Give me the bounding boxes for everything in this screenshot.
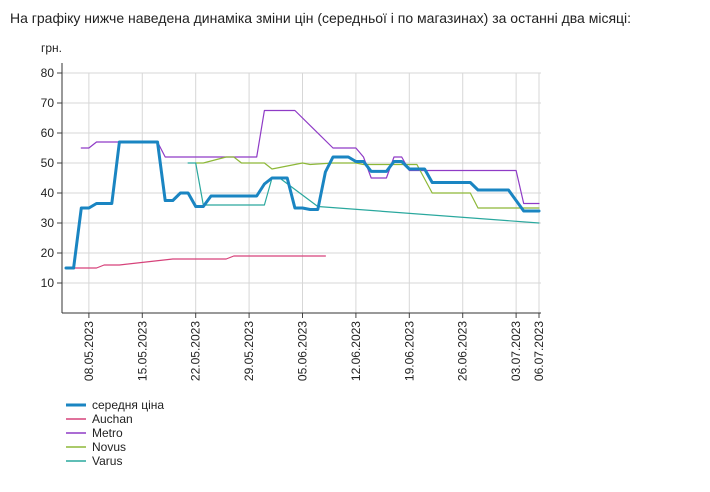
- x-tick-label: 08.05.2023: [82, 321, 96, 381]
- x-tick-label: 03.07.2023: [509, 321, 523, 381]
- legend-label: середня ціна: [92, 398, 164, 412]
- x-tick-label: 12.06.2023: [349, 321, 363, 381]
- x-tick-label: 06.07.2023: [532, 321, 546, 381]
- x-tick-label: 22.05.2023: [189, 321, 203, 381]
- y-tick-label: 70: [41, 96, 55, 110]
- y-tick-label: 20: [41, 246, 55, 260]
- y-tick-label: 50: [41, 156, 55, 170]
- legend-label: Metro: [92, 426, 123, 440]
- series-line-1: [65, 255, 326, 269]
- y-axis-label: грн.: [41, 41, 62, 55]
- intro-text: На графіку нижче наведена динаміка зміни…: [10, 10, 632, 26]
- x-tick-label: 26.06.2023: [456, 321, 470, 381]
- y-tick-label: 80: [41, 66, 55, 80]
- x-tick-label: 05.06.2023: [296, 321, 310, 381]
- series-line-2: [80, 109, 540, 205]
- x-tick-label: 19.06.2023: [402, 321, 416, 381]
- legend-label: Varus: [92, 454, 122, 468]
- y-tick-label: 60: [41, 126, 55, 140]
- y-tick-label: 40: [41, 186, 55, 200]
- legend-label: Novus: [92, 440, 126, 454]
- y-tick-label: 10: [41, 276, 55, 290]
- legend-label: Auchan: [92, 412, 133, 426]
- y-tick-label: 30: [41, 216, 55, 230]
- x-tick-label: 29.05.2023: [242, 321, 256, 381]
- series-line-4: [187, 162, 540, 224]
- series-line-0: [64, 140, 541, 270]
- x-tick-label: 15.05.2023: [135, 321, 149, 381]
- series-line-3: [195, 156, 540, 209]
